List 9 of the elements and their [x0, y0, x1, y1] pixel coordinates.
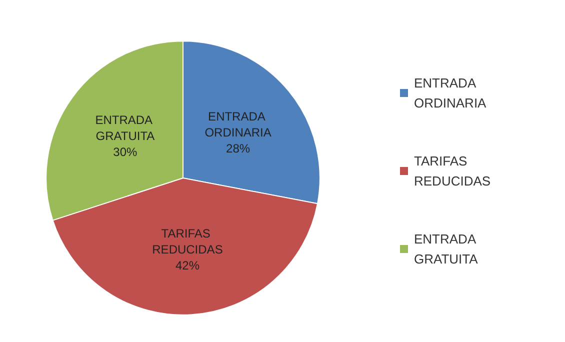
legend-label: TARIFAS REDUCIDAS — [414, 154, 491, 188]
slice-label: ENTRADA GRATUITA — [95, 112, 156, 143]
legend-label: ENTRADA ORDINARIA — [414, 76, 487, 110]
data-label: 30% — [113, 144, 138, 159]
data-label: 28% — [226, 141, 250, 156]
slice-label: TARIFAS REDUCIDAS — [152, 226, 223, 256]
data-label: 42% — [175, 258, 200, 272]
slice-label: ENTRADA ORDINARIA — [204, 109, 272, 140]
legend-label: ENTRADA GRATUITA — [414, 232, 480, 266]
